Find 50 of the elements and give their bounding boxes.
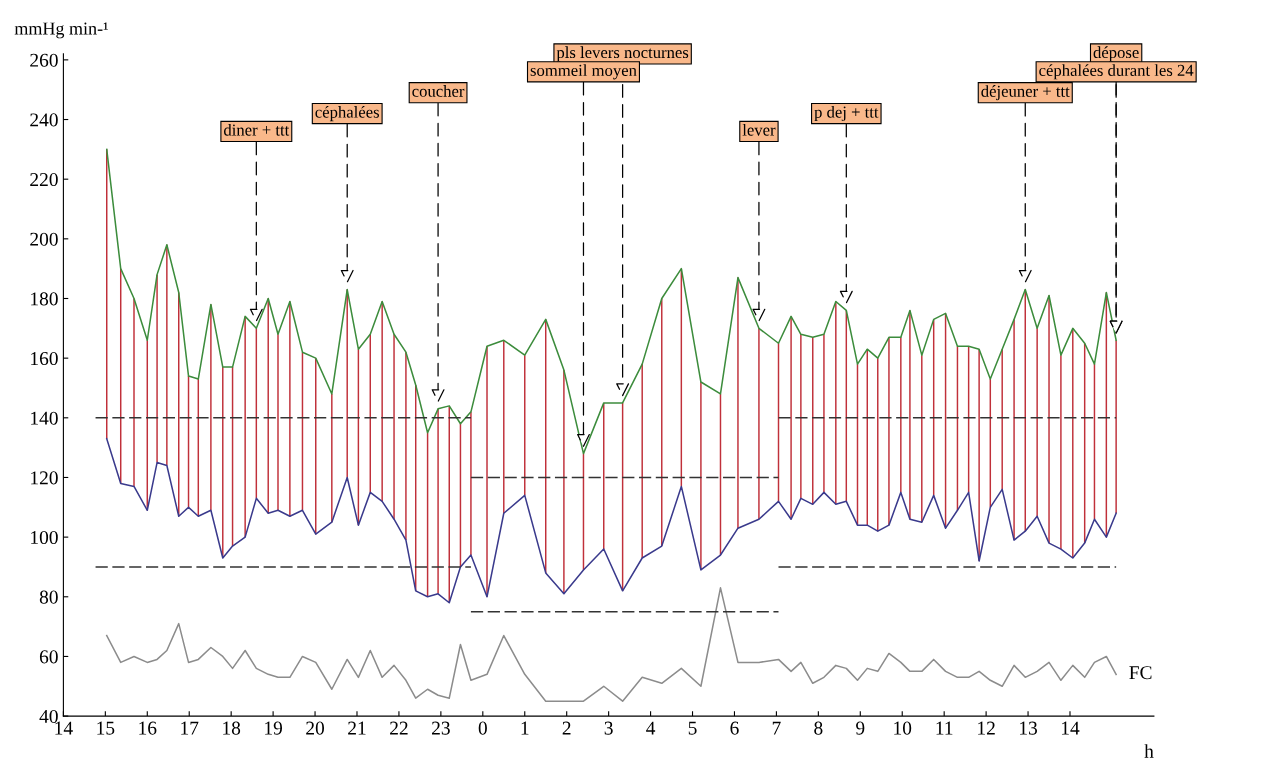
x-tick-label: 13 xyxy=(1020,721,1038,735)
y-tick-label: 60 xyxy=(39,650,58,664)
y-tick-label: 180 xyxy=(31,292,58,306)
annotation: sommeil moyen xyxy=(530,64,637,80)
x-tick-label: 7 xyxy=(772,721,781,735)
x-tick-label: 17 xyxy=(181,721,199,735)
y-tick-label: 160 xyxy=(31,351,58,366)
x-tick-label: 2 xyxy=(562,721,571,735)
x-tick-label: 19 xyxy=(265,721,283,735)
x-axis-title: h xyxy=(1144,744,1154,758)
annotation: céphalées durant les 24 xyxy=(1039,64,1194,80)
annotation: diner + ttt xyxy=(224,123,290,136)
series-label: FC xyxy=(1129,666,1152,680)
x-tick-label: 22 xyxy=(390,721,408,735)
x-tick-label: 8 xyxy=(814,721,823,735)
x-tick-label: 5 xyxy=(688,721,697,735)
x-tick-label: 12 xyxy=(978,721,995,735)
x-tick-label: 6 xyxy=(730,721,739,735)
annotation: lever xyxy=(742,123,776,136)
x-tick-label: 9 xyxy=(856,721,865,735)
x-tick-label: 21 xyxy=(348,721,366,735)
x-tick-label: 4 xyxy=(646,721,656,735)
y-tick-label: 120 xyxy=(31,471,58,485)
x-tick-label: 20 xyxy=(306,721,325,735)
x-tick-label: 16 xyxy=(139,721,157,735)
annotation: dépose xyxy=(1093,46,1139,62)
x-tick-label: 0 xyxy=(478,721,487,735)
x-tick-label: 1 xyxy=(521,721,529,735)
y-tick-label: 80 xyxy=(39,590,58,604)
x-tick-label: 10 xyxy=(894,721,912,735)
x-tick-label: 15 xyxy=(97,721,115,735)
y-tick-label: 200 xyxy=(30,232,58,246)
y-tick-label: 100 xyxy=(31,530,58,545)
y-tick-label: 240 xyxy=(30,113,58,127)
x-tick-label: 3 xyxy=(604,721,613,735)
y-tick-label: 40 xyxy=(39,709,58,724)
x-tick-label: 14 xyxy=(1061,721,1080,735)
x-tick-label: 14 xyxy=(55,721,73,735)
x-tick-label: 11 xyxy=(936,721,953,735)
x-tick-label: 23 xyxy=(432,721,450,735)
annotation: déjeuner + ttt xyxy=(981,85,1070,101)
annotation: céphalées xyxy=(315,105,379,122)
y-tick-label: 140 xyxy=(31,411,58,425)
x-tick-label: 18 xyxy=(223,721,241,735)
annotation: p dej + ttt xyxy=(814,106,879,122)
annotation: pls levers nocturnes xyxy=(556,46,689,62)
annotation: coucher xyxy=(412,85,465,97)
y-axis-title: mmHg min-¹ xyxy=(14,22,108,39)
y-tick-label: 220 xyxy=(30,173,58,187)
y-tick-label: 260 xyxy=(30,53,58,67)
